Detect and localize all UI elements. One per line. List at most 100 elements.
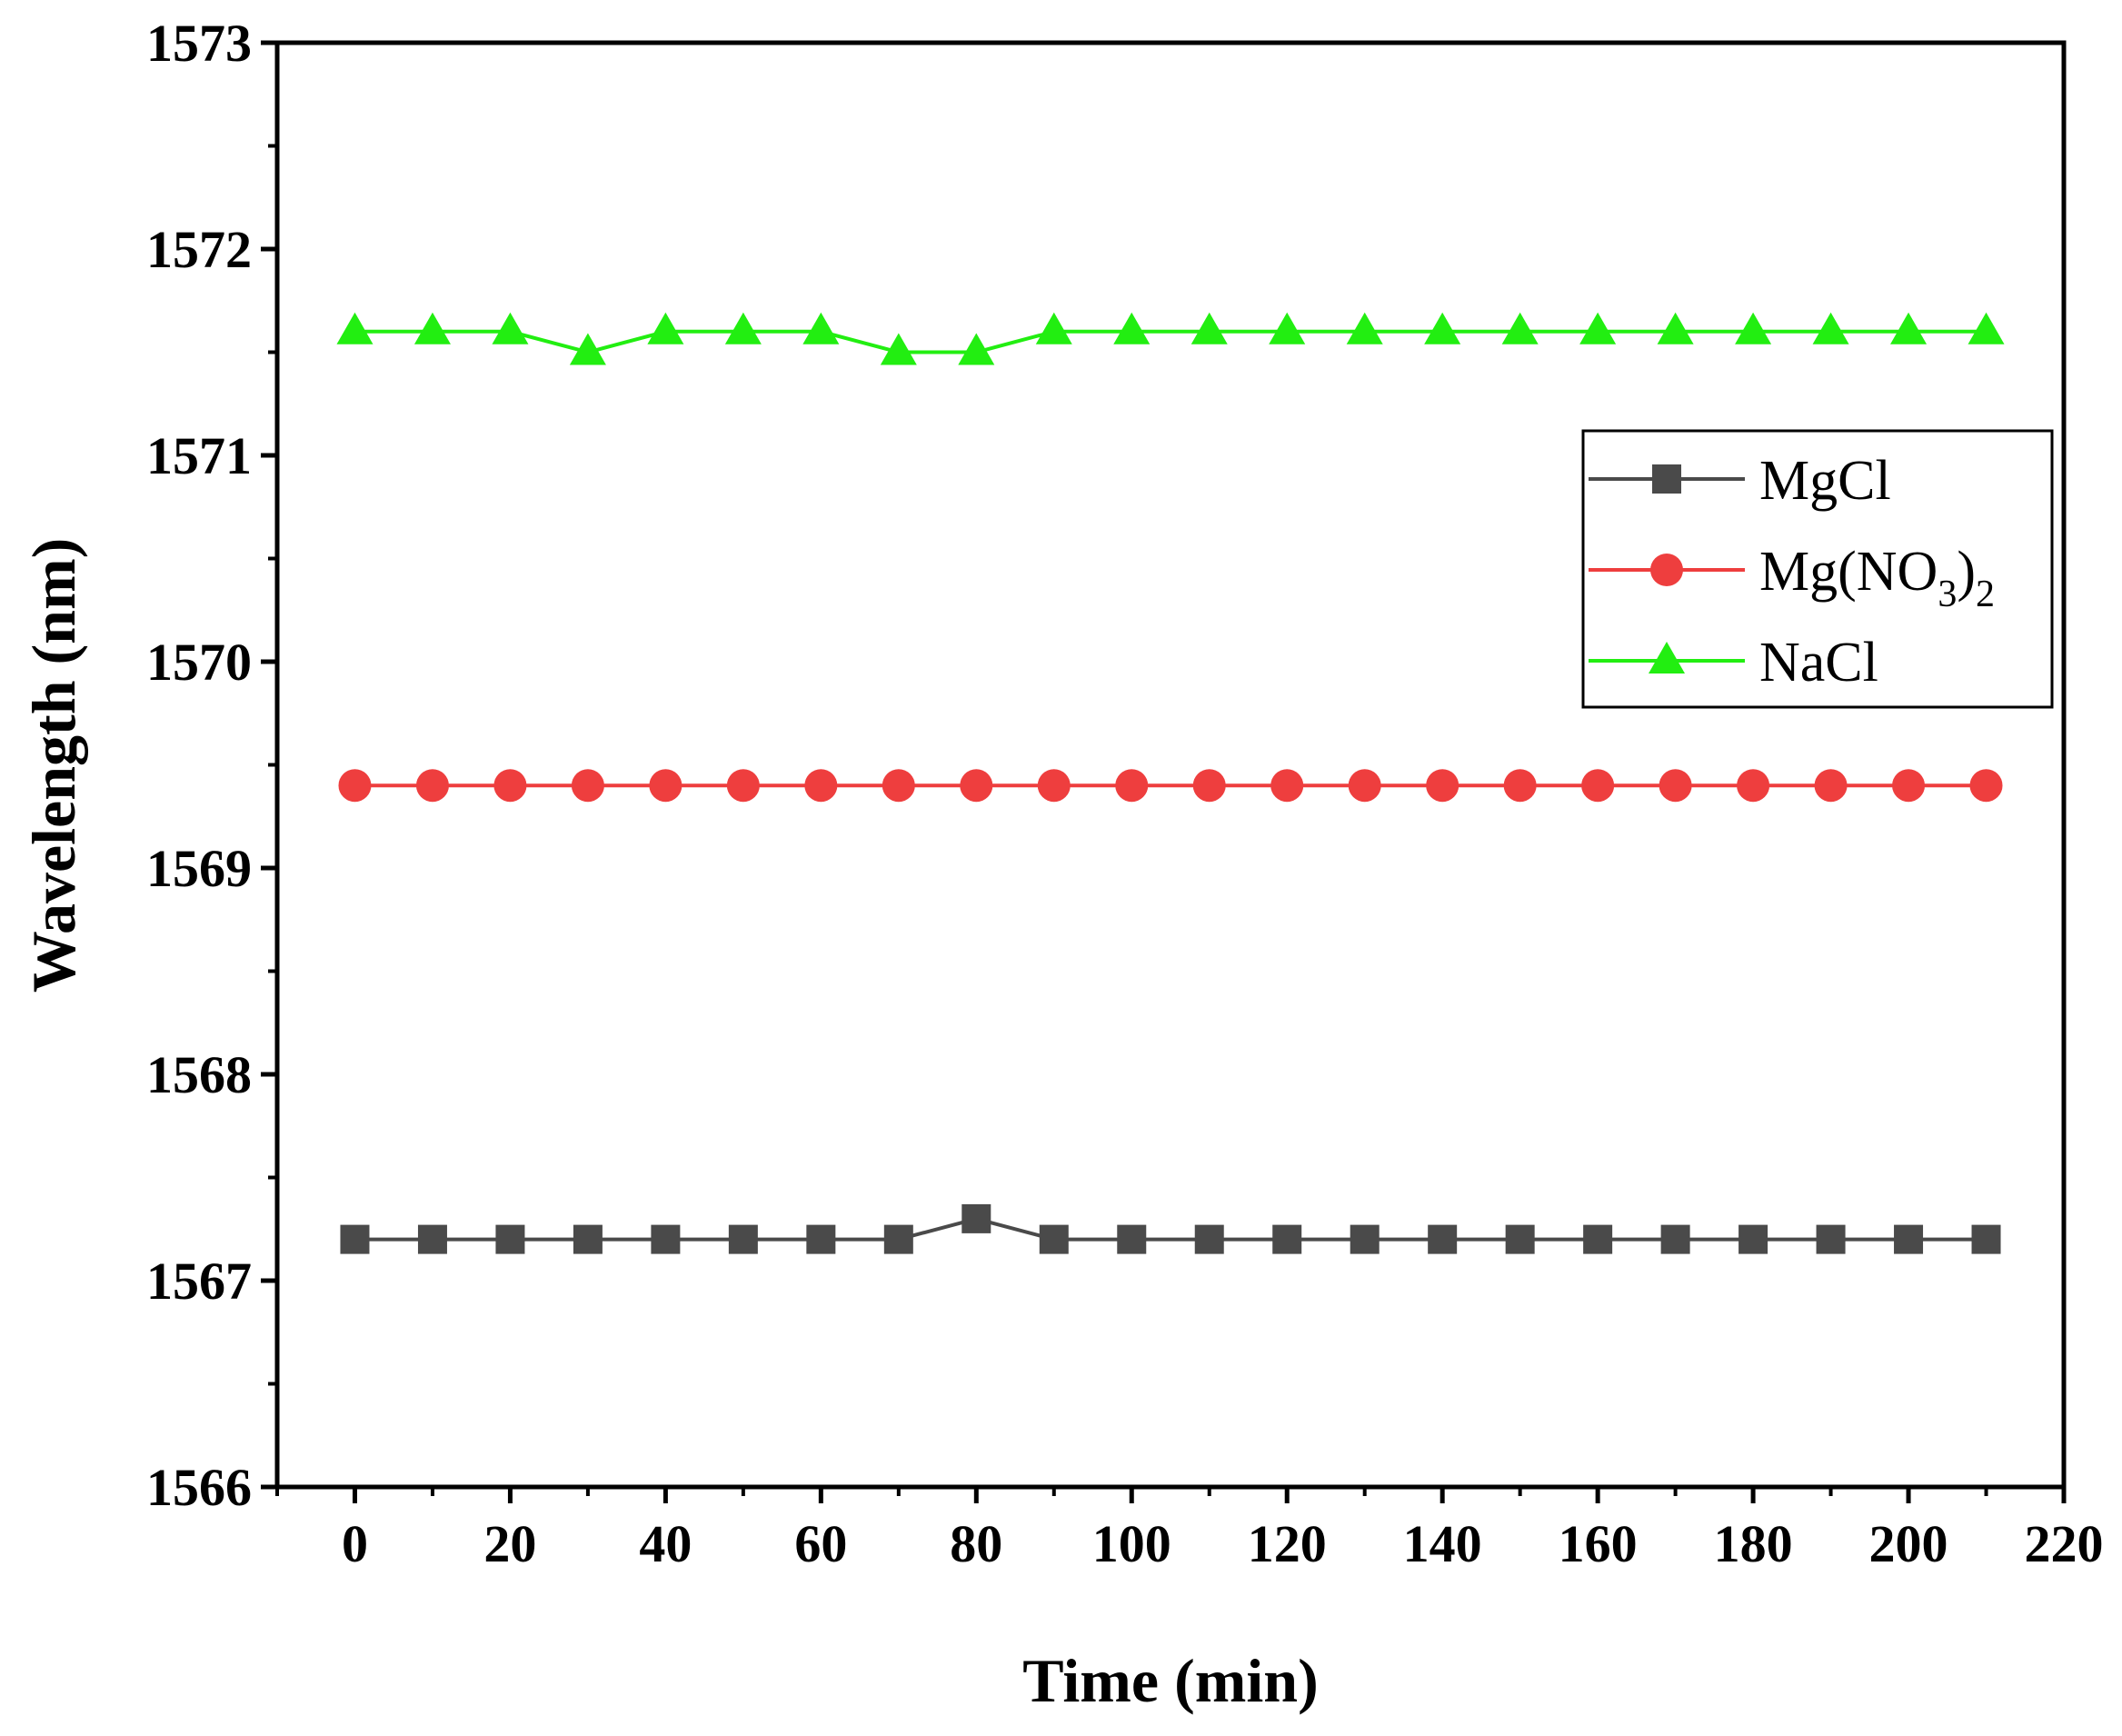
data-point (1505, 1224, 1535, 1254)
y-tick-label: 1570 (146, 633, 252, 692)
data-point (802, 312, 840, 344)
data-point (1659, 769, 1692, 803)
data-point (726, 769, 760, 803)
x-tick-label: 0 (342, 1514, 368, 1573)
data-point (724, 312, 762, 344)
legend-label: NaCl (1759, 632, 1878, 693)
x-tick-label: 180 (1714, 1514, 1793, 1573)
data-point (1503, 769, 1537, 803)
data-point (1426, 769, 1459, 803)
data-point (493, 769, 527, 803)
data-point (336, 312, 374, 344)
y-axis-title: Wavelength (nm) (19, 538, 88, 993)
legend-label-text: Mg(NO (1759, 541, 1938, 603)
legend-label-subscript: 2 (1976, 574, 1995, 615)
data-point (1346, 312, 1383, 344)
series-2 (336, 312, 2005, 365)
legend-label-text: NaCl (1759, 632, 1878, 693)
data-point (883, 1224, 913, 1254)
data-point (1115, 769, 1149, 803)
x-tick-label: 100 (1092, 1514, 1171, 1573)
y-tick-label: 1569 (146, 839, 252, 898)
data-point (1812, 312, 1849, 344)
data-point (1269, 312, 1306, 344)
y-tick-label: 1567 (146, 1252, 252, 1311)
x-axis-title: Time (min) (1022, 1646, 1319, 1715)
x-tick-label: 120 (1248, 1514, 1327, 1573)
x-tick-label: 220 (2025, 1514, 2104, 1573)
y-tick-label: 1568 (146, 1045, 252, 1104)
legend-label-text: MgCl (1759, 450, 1891, 512)
data-point (1657, 312, 1694, 344)
data-point (880, 333, 917, 365)
data-point (882, 769, 915, 803)
data-point (958, 333, 995, 365)
data-point (728, 1224, 758, 1254)
data-point (1737, 769, 1770, 803)
data-point (1039, 1224, 1069, 1254)
legend-entry: Mg(NO3​)2​ (1589, 541, 1995, 615)
x-tick-label: 80 (950, 1514, 1002, 1573)
data-point (495, 1224, 525, 1254)
data-point (651, 1224, 681, 1254)
data-point (1583, 1224, 1613, 1254)
data-point (338, 769, 372, 803)
series-0 (340, 1203, 2001, 1254)
data-point (1814, 769, 1848, 803)
data-point (573, 1224, 603, 1254)
series-1 (338, 769, 2003, 803)
data-point (1969, 769, 2003, 803)
x-tick-label: 20 (483, 1514, 536, 1573)
legend-marker (1649, 642, 1685, 673)
legend-label: Mg(NO3​)2​ (1759, 541, 1995, 615)
data-point (1968, 312, 2005, 344)
data-point (1037, 769, 1071, 803)
data-point (1348, 769, 1381, 803)
data-point (1890, 312, 1928, 344)
data-point (1501, 312, 1539, 344)
data-point (1892, 769, 1926, 803)
data-point (1117, 1224, 1147, 1254)
data-point (1738, 1224, 1768, 1254)
legend-entry: NaCl (1589, 632, 1878, 693)
legend-marker (1650, 554, 1683, 586)
data-point (417, 1224, 447, 1254)
legend-label-text: ) (1957, 541, 1976, 603)
data-point (1350, 1224, 1380, 1254)
data-point (1581, 769, 1615, 803)
data-point (1816, 1224, 1846, 1254)
x-tick-label: 200 (1869, 1514, 1948, 1573)
legend-label: MgCl (1759, 450, 1891, 512)
plot-frame (274, 40, 2067, 1490)
series-line (354, 1216, 1987, 1242)
legend-label-subscript: 3 (1938, 574, 1957, 615)
data-point (647, 312, 684, 344)
data-point (413, 312, 451, 344)
data-point (1894, 1224, 1924, 1254)
x-tick-label: 140 (1403, 1514, 1482, 1573)
data-point (1424, 312, 1461, 344)
data-point (569, 333, 606, 365)
data-point (806, 1224, 836, 1254)
legend-entry: MgCl (1589, 450, 1891, 512)
data-point (1270, 769, 1304, 803)
x-tick-label: 40 (639, 1514, 692, 1573)
legend: MgCl Mg(NO3​)2​ NaCl (1581, 429, 2054, 709)
data-point (1191, 312, 1228, 344)
y-tick-label: 1571 (146, 426, 252, 485)
y-axis: 1566 1567 1568 1569 1570 1571 1572 1573 (146, 14, 277, 1517)
data-point (1971, 1224, 2001, 1254)
data-point (960, 769, 993, 803)
data-point (340, 1224, 370, 1254)
data-point (492, 312, 529, 344)
data-point (1735, 312, 1772, 344)
data-point (1035, 312, 1072, 344)
y-tick-label: 1566 (146, 1458, 252, 1517)
series-line (354, 329, 1987, 354)
data-point (571, 769, 604, 803)
data-point (1660, 1224, 1690, 1254)
data-point (1192, 769, 1226, 803)
data-point (804, 769, 838, 803)
data-point (1272, 1224, 1302, 1254)
